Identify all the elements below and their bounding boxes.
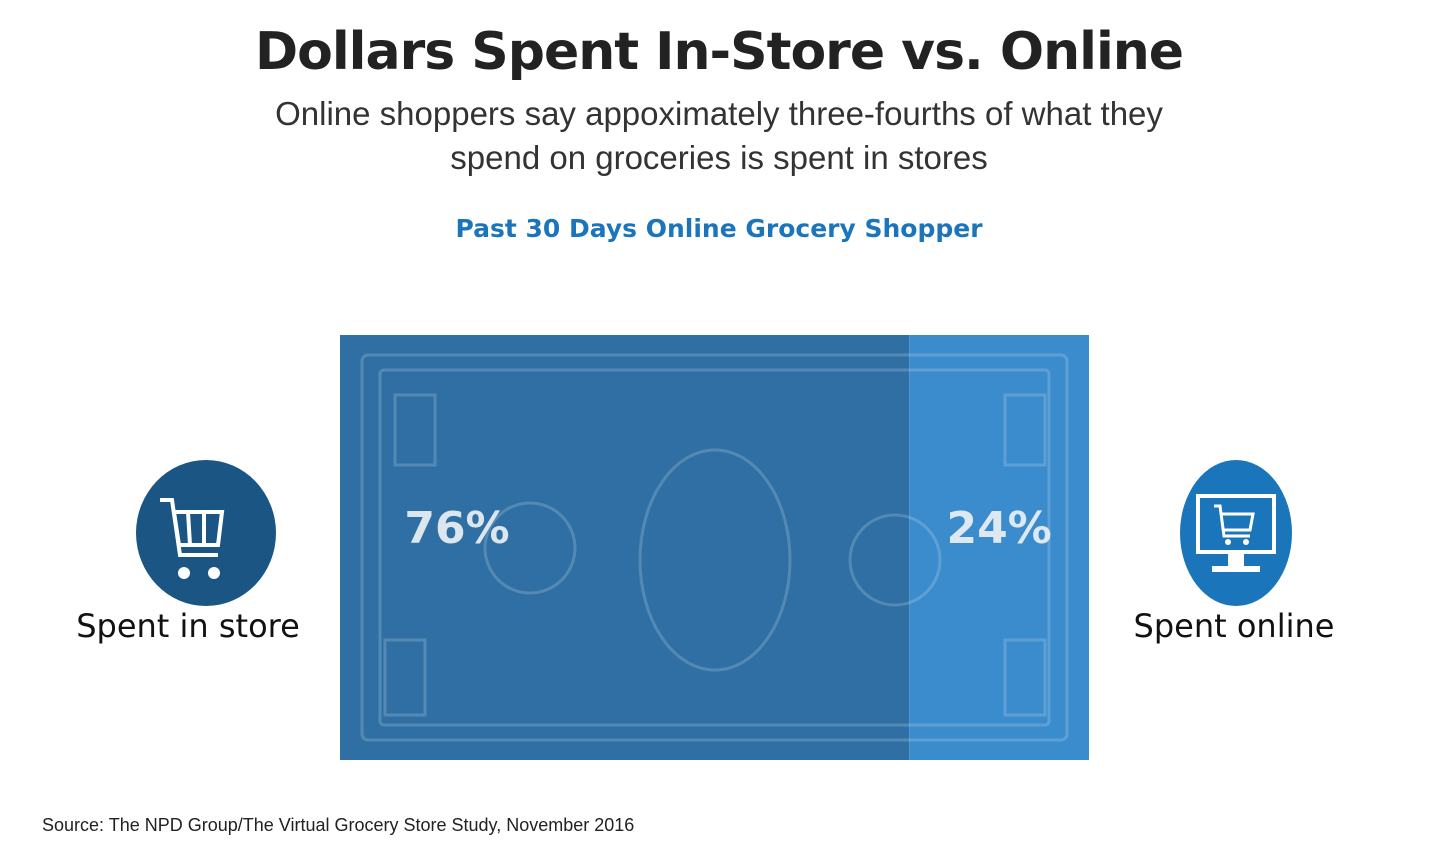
seal: [483, 501, 577, 595]
cart: [1214, 504, 1255, 538]
bar-segment: [340, 335, 910, 760]
category-label: Spent online: [1134, 607, 1335, 645]
category-label: Spent in store: [76, 607, 300, 645]
store-icon: [136, 460, 276, 606]
portrait-frame: [638, 448, 792, 672]
cart-line: [186, 511, 192, 546]
value-label: 76%: [404, 503, 509, 554]
cart-wheel: [208, 567, 220, 579]
corner-number: [1003, 393, 1047, 467]
source: Source: The NPD Group/The Virtual Grocer…: [42, 815, 635, 835]
cart: [160, 498, 225, 557]
cart-wheel: [1243, 539, 1249, 545]
cart-wheel: [178, 567, 190, 579]
corner-number: [383, 638, 427, 717]
seal: [848, 513, 942, 607]
subtitle: Online shoppers say appoximately three-f…: [275, 95, 1163, 176]
cart-wheel: [1225, 539, 1231, 545]
title: Dollars Spent In-Store vs. Online: [254, 22, 1184, 82]
corner-number: [1003, 638, 1047, 717]
bill: [340, 335, 1089, 760]
bill-decoration: [360, 353, 1069, 742]
bill-border: [360, 353, 1069, 742]
monitor-base: [1212, 566, 1260, 572]
monitor-stand: [1228, 552, 1244, 566]
chart-title: Past 30 Days Online Grocery Shopper: [455, 214, 983, 243]
bar-segment: [909, 335, 1089, 760]
bill-border: [378, 368, 1051, 727]
value-label: 24%: [946, 503, 1051, 554]
online-icon: [1180, 460, 1292, 606]
corner-number: [393, 393, 437, 467]
